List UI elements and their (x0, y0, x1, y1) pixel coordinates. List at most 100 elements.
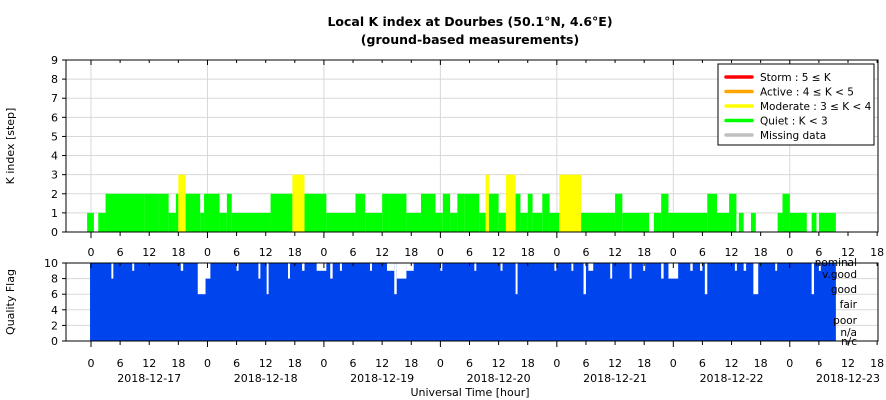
q-xtick-label: 6 (815, 357, 822, 370)
k-xtick-label: 0 (320, 246, 327, 259)
k-index-bar (485, 174, 489, 232)
quality-flag-ylabel: Quality Flag (4, 269, 17, 335)
quality-flag-gap (629, 263, 632, 279)
quality-flag-gap (588, 263, 594, 271)
q-xtick-label: 6 (350, 357, 357, 370)
k-xtick-label: 0 (553, 246, 560, 259)
quality-flag-gap (440, 263, 443, 271)
q-xtick-label: 12 (608, 357, 622, 370)
k-index-bar (144, 193, 159, 232)
k-xtick-label: 12 (841, 246, 855, 259)
legend-label: Quiet : K < 3 (760, 116, 828, 128)
quality-flag-gap (111, 263, 114, 279)
k-index-bar (457, 193, 465, 232)
k-index-bar (464, 193, 480, 232)
k-index-bar (738, 212, 744, 232)
k-index-bar (549, 212, 560, 232)
k-index-bar (178, 174, 186, 232)
k-index-bar (653, 212, 662, 232)
legend: Storm : 5 ≤ K Active : 4 ≤ K < 5 Moderate … (717, 63, 875, 146)
quality-flag-gap (406, 263, 414, 271)
k-xtick-label: 12 (142, 246, 156, 259)
q-xtick-label: 0 (88, 357, 95, 370)
k-index-bar (559, 174, 582, 232)
k-xtick-label: 0 (88, 246, 95, 259)
quality-flag-gap (316, 263, 327, 271)
k-index-bar (520, 212, 528, 232)
quality-flag-gap (775, 263, 778, 271)
quality-level-label: poor (833, 315, 858, 327)
quality-flag-gap (610, 263, 613, 279)
k-index-bar (622, 212, 650, 232)
q-xtick-label: 6 (699, 357, 706, 370)
k-xtick-label: 0 (204, 246, 211, 259)
q-xtick-label: 0 (553, 357, 560, 370)
k-index-bar (389, 193, 407, 232)
k-index-bar (292, 174, 305, 232)
k-index-bar (789, 212, 807, 232)
k-xtick-label: 18 (404, 246, 418, 259)
quality-flag-gap (583, 263, 586, 295)
date-label: 2018-12-20 (467, 372, 531, 385)
k-index-bar (527, 193, 533, 232)
date-label: 2018-12-21 (583, 372, 647, 385)
date-label: 2018-12-19 (350, 372, 414, 385)
legend-label: Storm : 5 ≤ K (760, 72, 832, 84)
k-index-bar (505, 174, 516, 232)
q-ytick-label: 2 (51, 319, 58, 332)
k-index-bar (168, 212, 176, 232)
k-index-bar (231, 212, 240, 232)
k-xtick-label: 6 (699, 246, 706, 259)
k-index-bar (515, 193, 521, 232)
quality-flag-gap (500, 263, 503, 271)
quality-flag-gap (811, 263, 815, 295)
k-index-bar (435, 212, 443, 232)
q-ytick-label: 4 (51, 304, 58, 317)
q-xtick-label: 0 (204, 357, 211, 370)
quality-flag-gap (554, 263, 557, 271)
q-xtick-label: 0 (437, 357, 444, 370)
k-index-bar (716, 212, 730, 232)
k-index-ylabel: K index [step] (4, 108, 17, 185)
quality-flag-gap (236, 263, 239, 271)
quality-flag-gap (661, 263, 664, 279)
quality-level-label: n/c (841, 336, 857, 348)
k-xtick-label: 12 (492, 246, 506, 259)
k-xtick-label: 6 (350, 246, 357, 259)
k-ytick-label: 0 (51, 226, 58, 239)
date-label: 2018-12-17 (117, 372, 181, 385)
k-xtick-label: 12 (725, 246, 739, 259)
k-index-bar (406, 212, 421, 232)
quality-flag-gap (387, 263, 395, 271)
k-xtick-label: 6 (466, 246, 473, 259)
k-xtick-label: 18 (288, 246, 302, 259)
k-index-bar (729, 193, 737, 232)
k-index-bar (707, 193, 717, 232)
quality-flag-gap (370, 263, 372, 271)
k-index-bar (488, 193, 499, 232)
x-axis-label: Universal Time [hour] (410, 386, 529, 399)
q-xtick-label: 6 (582, 357, 589, 370)
k-index-bar (782, 193, 790, 232)
k-index-bar (185, 193, 191, 232)
k-index-bar (226, 193, 232, 232)
k-index-bar (661, 193, 669, 232)
k-ytick-label: 2 (51, 188, 58, 201)
k-index-bar (98, 212, 106, 232)
chart-subtitle: (ground-based measurements) (361, 32, 579, 47)
quality-flag-gap (753, 263, 759, 295)
quality-level-label: fair (840, 299, 858, 311)
quality-flag-gap (704, 263, 708, 295)
quality-flag-gap (288, 263, 290, 279)
quality-flag-gap (180, 263, 184, 271)
q-ytick-label: 6 (51, 288, 58, 301)
k-index-bar (326, 212, 356, 232)
quality-flag-gap (818, 263, 821, 271)
quality-flag-gap (734, 263, 737, 271)
quality-flag-gap (690, 263, 693, 271)
k-index-bar (750, 212, 756, 232)
k-xtick-label: 0 (786, 246, 793, 259)
k-index-bar (87, 212, 94, 232)
quality-flag-xticks: 0 6 12 18 0 6 12 18 0 6 12 18 0 6 12 18 0 6 12 18 0 6 12 18 0 6 12… (88, 263, 884, 370)
